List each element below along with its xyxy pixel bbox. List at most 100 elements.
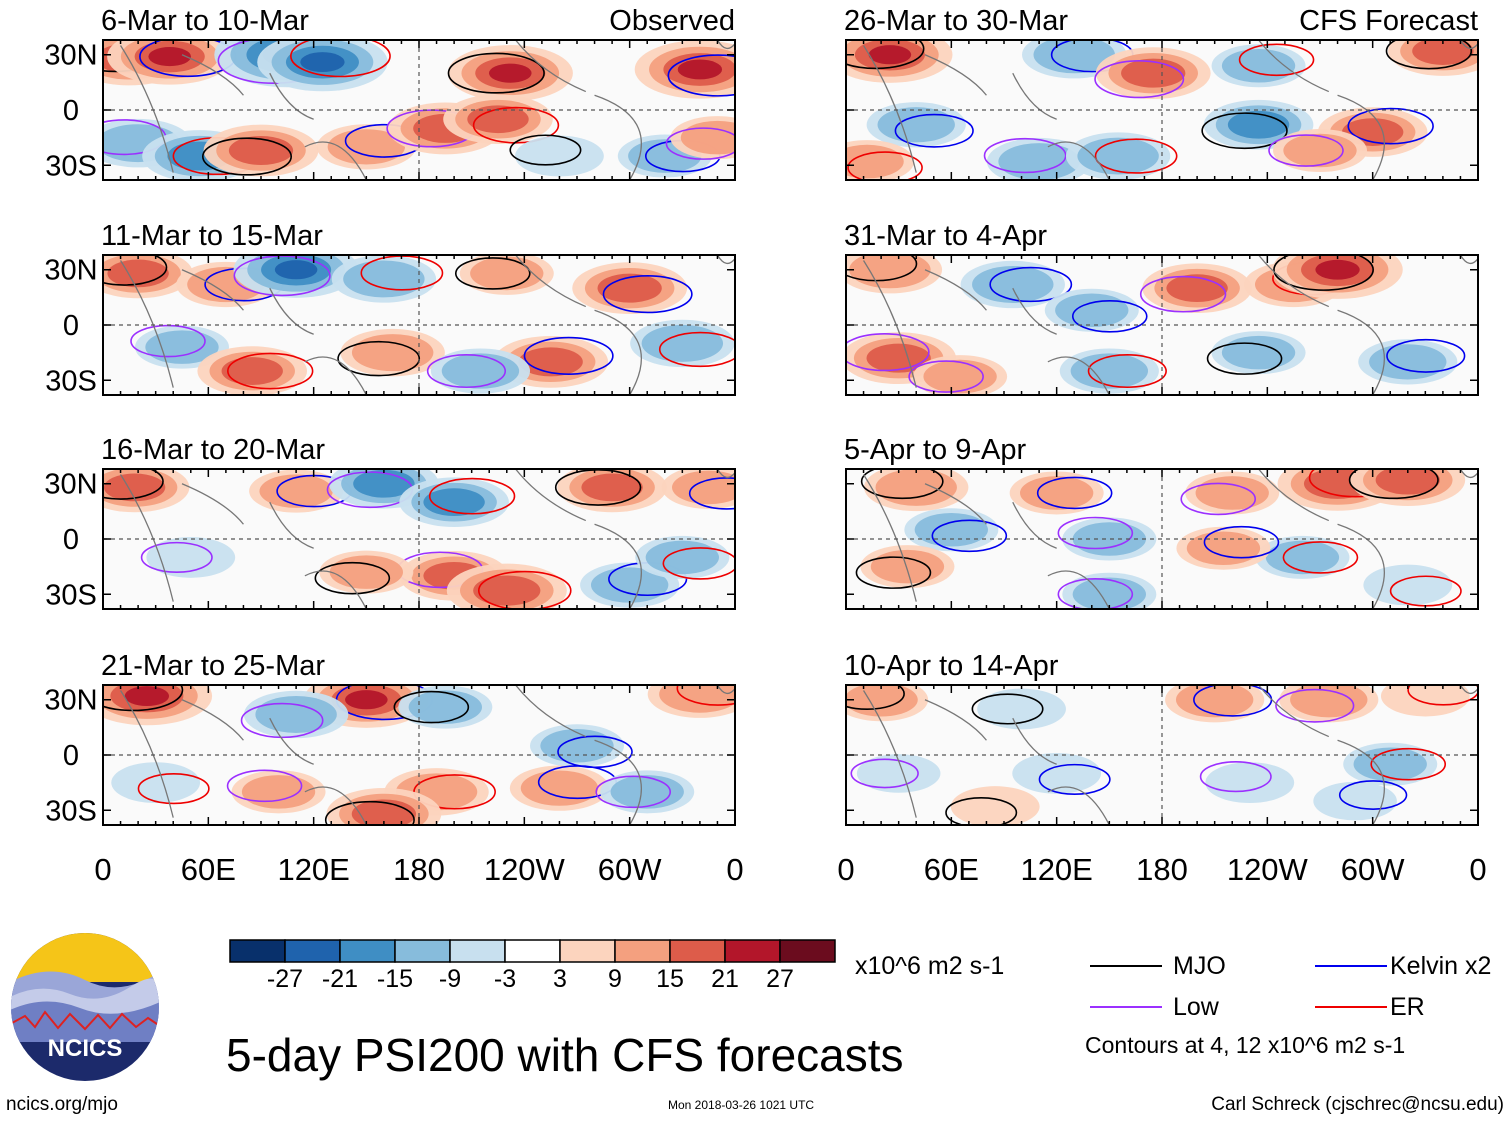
panel-label: CFS Forecast: [1299, 5, 1478, 37]
anomaly-shade: [1195, 476, 1269, 510]
anomaly-shade: [1290, 685, 1368, 718]
wave-contour: [314, 561, 391, 595]
coastline: [863, 685, 1478, 825]
anomaly-shade: [329, 555, 403, 589]
wave-contour: [1348, 469, 1439, 500]
colorbar-tick-label: -9: [439, 965, 461, 993]
wave-contour: [945, 796, 1018, 825]
anomaly-shade: [107, 259, 169, 288]
anomaly-shade: [846, 144, 904, 179]
wave-contour: [1273, 255, 1374, 291]
colorbar-cell: [284, 939, 341, 963]
wave-contour: [393, 690, 470, 724]
legend-label-mjo: MJO: [1173, 952, 1226, 980]
anomaly-shade: [148, 47, 191, 67]
wave-contour: [1370, 747, 1447, 781]
wave-contour: [447, 52, 545, 94]
map-panel-8: 10-Apr to 14-Apr: [844, 650, 1479, 826]
anomaly-shade: [423, 488, 485, 517]
colorbar-tick-label: 21: [711, 965, 739, 993]
colorbar-cell: [669, 939, 726, 963]
colorbar-cell: [229, 939, 286, 963]
wave-contour: [931, 519, 1008, 553]
y-tick-label: 0: [63, 310, 79, 342]
panel-title: 11-Mar to 15-Mar: [101, 220, 323, 252]
anomaly-shade: [645, 540, 719, 575]
x-tick-label: 120W: [1227, 852, 1309, 887]
anomaly-shade: [610, 775, 684, 809]
anomaly-shade: [1175, 685, 1254, 718]
anomaly-shade: [441, 353, 520, 389]
wave-contour: [523, 336, 614, 375]
y-tick-label: 0: [63, 95, 79, 127]
wave-contour: [202, 137, 293, 176]
wave-contour: [324, 800, 415, 825]
anomaly-shade: [849, 255, 931, 289]
wave-contour: [140, 541, 213, 574]
colorbar-cell: [614, 939, 671, 963]
anomaly-shade: [540, 729, 614, 763]
wave-contour: [1139, 275, 1227, 313]
anomaly-shade: [518, 347, 583, 377]
colorbar-cell: [559, 939, 616, 963]
wave-contour: [595, 775, 672, 809]
wave-contour: [509, 134, 582, 166]
wave-contour: [477, 570, 572, 609]
anomaly-shade: [408, 690, 482, 724]
wave-contour: [1347, 107, 1434, 145]
anomaly-shade: [1077, 137, 1159, 175]
wave-contour: [1057, 516, 1134, 550]
x-tick-label: 60E: [924, 852, 979, 887]
anomaly-shade: [1221, 335, 1296, 370]
anomaly-shade: [255, 695, 337, 733]
wave-contour: [1094, 60, 1185, 99]
anomaly-shade: [641, 324, 724, 362]
footer-author: Carl Schreck (cjschrec@ncsu.edu): [1211, 1094, 1504, 1115]
map-panel-1: 6-Mar to 10-Mar Observed 30N 0 30S: [44, 5, 736, 182]
y-tick-label: 30S: [45, 579, 97, 611]
y-tick-label: 30N: [44, 469, 97, 501]
wave-contour: [1087, 354, 1167, 389]
wave-contour: [1386, 338, 1466, 373]
footer-url[interactable]: ncics.org/mjo: [6, 1094, 118, 1115]
anomaly-shade: [581, 473, 643, 502]
panel-label: Observed: [609, 5, 735, 37]
x-tick-label: 120E: [277, 852, 349, 887]
colorbar-tick-label: -3: [494, 965, 516, 993]
wave-contour: [1203, 525, 1280, 559]
x-tick-label: 120W: [484, 852, 566, 887]
anomaly-shade: [914, 513, 988, 547]
anomaly-shade: [345, 690, 388, 710]
wave-contour: [676, 685, 735, 706]
wave-contour: [1282, 541, 1359, 574]
colorbar-cell: [339, 939, 396, 963]
anomaly-shade: [923, 359, 997, 394]
x-tick-label: 0: [1469, 852, 1486, 887]
colorbar-cell: [504, 939, 561, 963]
wave-contour: [860, 469, 944, 500]
wave-contour: [1238, 43, 1315, 77]
wave-contour: [1199, 761, 1272, 793]
wave-contour: [602, 275, 693, 314]
logo-text: NCICS: [48, 1035, 123, 1062]
wave-contour: [1071, 299, 1148, 333]
anomaly-shade: [1020, 476, 1094, 510]
panel-title: 31-Mar to 4-Apr: [844, 220, 1047, 252]
anomaly-shade: [597, 273, 662, 303]
contour-note: Contours at 4, 12 x10^6 m2 s-1: [1085, 1032, 1406, 1058]
anomaly-shade: [228, 136, 294, 166]
anomaly-shade: [870, 549, 945, 584]
anomaly-shade: [259, 474, 333, 508]
panel-title: 26-Mar to 30-Mar: [844, 5, 1068, 37]
wave-contour: [989, 266, 1073, 303]
wave-contour: [454, 257, 531, 290]
x-tick-label: 180: [393, 852, 445, 887]
wave-contour: [426, 354, 507, 389]
x-tick-label: 60E: [181, 852, 236, 887]
anomaly-shade: [672, 470, 735, 505]
x-tick-label: 60W: [1341, 852, 1405, 887]
coastline: [120, 685, 735, 825]
